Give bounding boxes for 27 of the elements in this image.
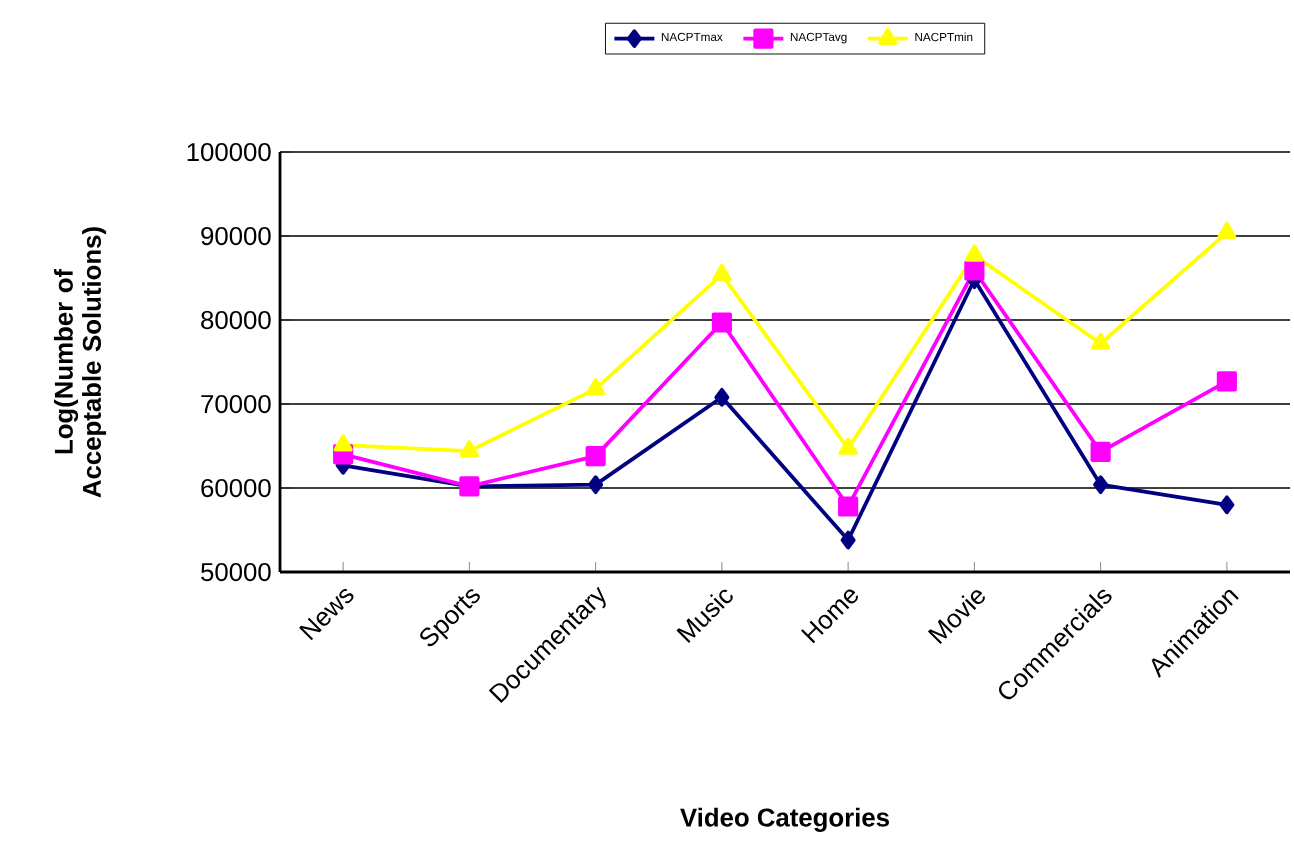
point: [712, 263, 732, 281]
y-tick-label: 70000: [201, 394, 271, 414]
point: [840, 530, 856, 550]
y-tick-label: 50000: [201, 562, 271, 582]
point: [459, 440, 479, 458]
point: [1219, 495, 1235, 515]
y-tick-label: 60000: [201, 478, 271, 498]
point: [711, 312, 732, 333]
point: [585, 446, 606, 467]
y-tick-label: 100000: [187, 142, 271, 162]
point: [838, 437, 858, 455]
point: [1091, 332, 1111, 350]
point: [1093, 475, 1109, 495]
y-tick-label: 80000: [201, 310, 271, 330]
y-axis-title: Log(Number of Acceptable Solutions): [53, 227, 107, 498]
point: [838, 496, 859, 517]
point: [964, 260, 985, 281]
point: [1090, 441, 1111, 462]
point: [586, 378, 606, 396]
x-axis-title: Video Categories: [680, 807, 889, 832]
point: [1217, 221, 1237, 239]
point: [964, 244, 984, 262]
point: [333, 434, 353, 452]
y-tick-label: 90000: [201, 226, 271, 246]
point: [714, 387, 730, 407]
point: [588, 475, 604, 495]
point: [1216, 371, 1237, 392]
